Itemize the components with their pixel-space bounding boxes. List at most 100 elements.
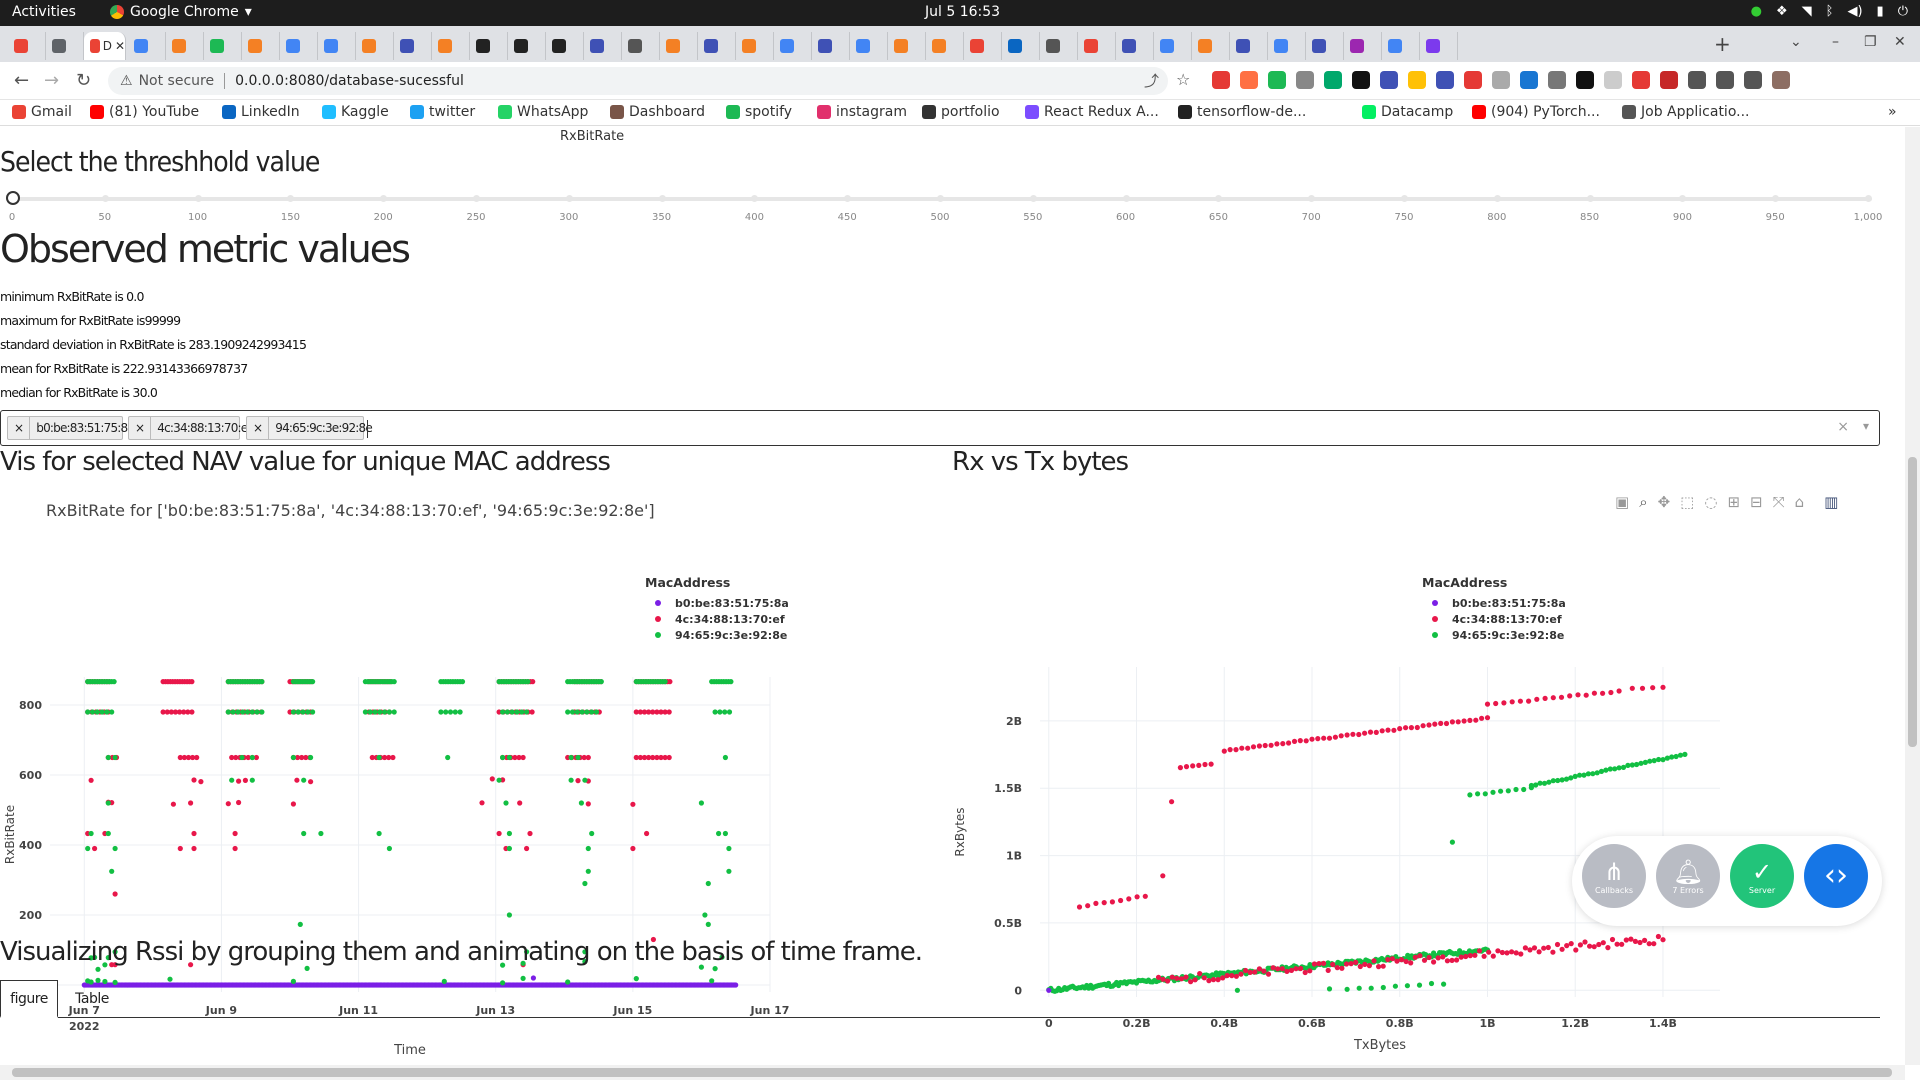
- browser-tab[interactable]: [1040, 32, 1078, 60]
- close-tab-icon[interactable]: ✕: [114, 39, 125, 53]
- browser-tab[interactable]: [242, 32, 280, 60]
- code-toggle-button[interactable]: ‹›: [1804, 844, 1868, 908]
- browser-tab[interactable]: [774, 32, 812, 60]
- autoscale-icon[interactable]: ⤧: [1772, 493, 1785, 511]
- browser-tab[interactable]: [964, 32, 1002, 60]
- browser-tab[interactable]: [470, 32, 508, 60]
- extension-icon[interactable]: [1240, 71, 1258, 89]
- browser-tab[interactable]: [280, 32, 318, 60]
- minimize-icon[interactable]: –: [1832, 34, 1839, 50]
- remove-chip-icon[interactable]: ×: [247, 417, 270, 439]
- camera-icon[interactable]: ▣: [1615, 493, 1630, 511]
- extension-icon[interactable]: [1772, 71, 1790, 89]
- forward-icon[interactable]: →: [44, 70, 60, 91]
- bookmark-item[interactable]: twitter: [410, 104, 475, 120]
- reset-axes-icon[interactable]: ⌂: [1794, 493, 1805, 511]
- extension-icon[interactable]: [1352, 71, 1370, 89]
- browser-tab[interactable]: [584, 32, 622, 60]
- browser-tab[interactable]: [1002, 32, 1040, 60]
- box-select-icon[interactable]: ⬚: [1680, 493, 1695, 511]
- extension-icon[interactable]: [1324, 71, 1342, 89]
- bookmark-item[interactable]: spotify: [726, 104, 792, 120]
- extension-icon[interactable]: [1296, 71, 1314, 89]
- extension-icon[interactable]: [1268, 71, 1286, 89]
- browser-tab[interactable]: [356, 32, 394, 60]
- close-window-icon[interactable]: ✕: [1894, 34, 1906, 50]
- back-icon[interactable]: ←: [14, 70, 30, 91]
- bookmark-item[interactable]: (904) PyTorch...: [1472, 104, 1600, 120]
- browser-tab[interactable]: [46, 32, 84, 60]
- bookmark-star-icon[interactable]: ☆: [1176, 70, 1191, 89]
- more-bookmarks-icon[interactable]: »: [1888, 104, 1897, 120]
- bookmark-item[interactable]: WhatsApp: [498, 104, 588, 120]
- browser-tab[interactable]: [926, 32, 964, 60]
- errors-button[interactable]: 🔔︎ 7 Errors: [1656, 844, 1720, 908]
- zoom-in-icon[interactable]: ⊞: [1727, 493, 1741, 511]
- extension-icon[interactable]: [1660, 71, 1678, 89]
- system-tray[interactable]: ● ❖ ◥ ᛒ ◀) ▮ ⏻: [1751, 4, 1908, 19]
- remove-chip-icon[interactable]: ×: [129, 417, 152, 439]
- extension-icon[interactable]: [1492, 71, 1510, 89]
- browser-tab[interactable]: [1078, 32, 1116, 60]
- tab-table[interactable]: Table: [75, 991, 109, 1007]
- tab-figure[interactable]: figure: [0, 980, 58, 1018]
- bookmark-item[interactable]: LinkedIn: [222, 104, 300, 120]
- plotly-logo-icon[interactable]: ▥: [1824, 493, 1839, 511]
- browser-tab[interactable]: [1192, 32, 1230, 60]
- callbacks-button[interactable]: ⋔ Callbacks: [1582, 844, 1646, 908]
- slider-handle[interactable]: [6, 191, 20, 205]
- new-tab-button[interactable]: +: [1714, 32, 1731, 56]
- browser-tab[interactable]: [128, 32, 166, 60]
- server-button[interactable]: ✓ Server: [1730, 844, 1794, 908]
- browser-tab[interactable]: [622, 32, 660, 60]
- browser-tab[interactable]: [698, 32, 736, 60]
- extension-icon[interactable]: [1548, 71, 1566, 89]
- browser-tab[interactable]: [508, 32, 546, 60]
- url-text[interactable]: 0.0.0.0:8080/database-sucessful: [235, 73, 464, 89]
- browser-tab[interactable]: [736, 32, 774, 60]
- extension-icon[interactable]: [1380, 71, 1398, 89]
- lasso-icon[interactable]: ◌: [1704, 493, 1718, 511]
- maximize-icon[interactable]: ❐: [1864, 34, 1877, 50]
- app-menu[interactable]: Google Chrome ▾: [110, 4, 252, 20]
- extension-icon[interactable]: [1716, 71, 1734, 89]
- browser-tab[interactable]: [394, 32, 432, 60]
- extension-icon[interactable]: [1576, 71, 1594, 89]
- extension-icon[interactable]: [1520, 71, 1538, 89]
- zoom-out-icon[interactable]: ⊟: [1750, 493, 1763, 511]
- browser-tab[interactable]: [1382, 32, 1420, 60]
- browser-tab[interactable]: [1344, 32, 1382, 60]
- bookmark-item[interactable]: React Redux A...: [1025, 104, 1159, 120]
- activities-button[interactable]: Activities: [12, 4, 76, 20]
- extension-icon[interactable]: [1464, 71, 1482, 89]
- extension-icon[interactable]: [1436, 71, 1454, 89]
- browser-tab[interactable]: [812, 32, 850, 60]
- horizontal-scrollbar[interactable]: [0, 1065, 1905, 1080]
- scrollbar-thumb[interactable]: [12, 1068, 1892, 1077]
- bookmark-item[interactable]: Gmail: [12, 104, 72, 120]
- tab-search-icon[interactable]: ⌄: [1790, 34, 1802, 50]
- extension-icon[interactable]: [1212, 71, 1230, 89]
- browser-tab[interactable]: [850, 32, 888, 60]
- browser-tab[interactable]: [8, 32, 46, 60]
- bookmark-item[interactable]: Job Applicatio...: [1622, 104, 1750, 120]
- mac-address-multiselect[interactable]: × b0:be:83:51:75:8a × 4c:34:88:13:70:ef …: [0, 410, 1880, 446]
- vertical-scrollbar[interactable]: [1905, 127, 1920, 1065]
- bookmark-item[interactable]: (81) YouTube: [90, 104, 199, 120]
- address-bar[interactable]: ⚠ Not secure 0.0.0.0:8080/database-suces…: [108, 67, 1168, 95]
- browser-tab[interactable]: [166, 32, 204, 60]
- remove-chip-icon[interactable]: ×: [8, 417, 31, 439]
- clock[interactable]: Jul 5 16:53: [925, 4, 1001, 20]
- bookmark-item[interactable]: tensorflow-de...: [1178, 104, 1306, 120]
- browser-tab[interactable]: [1154, 32, 1192, 60]
- browser-tab[interactable]: D ✕: [84, 32, 126, 60]
- extension-icon[interactable]: [1632, 71, 1650, 89]
- clear-all-icon[interactable]: ×: [1837, 419, 1849, 435]
- zoom-icon[interactable]: ⌕: [1639, 493, 1648, 511]
- browser-tab[interactable]: [1420, 32, 1458, 60]
- bookmark-item[interactable]: instagram: [817, 104, 907, 120]
- extension-icon[interactable]: [1688, 71, 1706, 89]
- browser-tab[interactable]: [204, 32, 242, 60]
- rx-vs-tx-chart[interactable]: 0 0.5B 1B 1.5B 2B 0 0.2B 0.4B 0.6B 0.8B 1B 1.2B 1.4B…: [940, 547, 1900, 1065]
